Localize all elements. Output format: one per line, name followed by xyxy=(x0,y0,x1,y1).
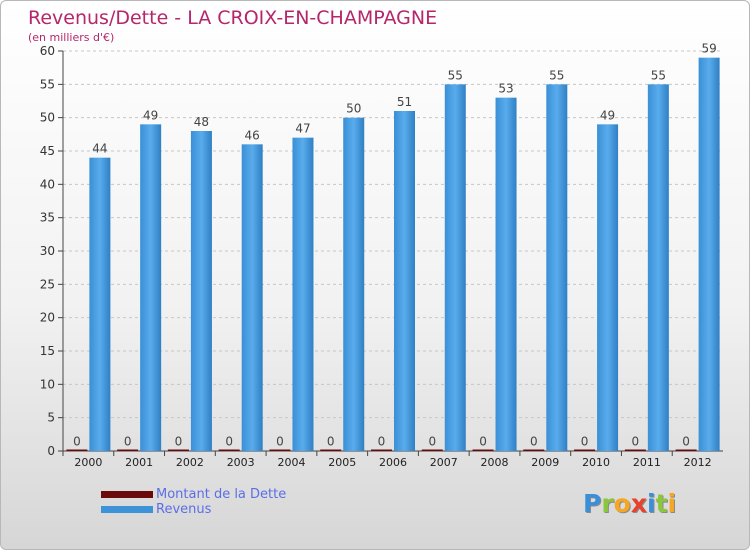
data-label-revenue: 53 xyxy=(498,82,513,96)
y-tick-label: 55 xyxy=(40,77,55,91)
data-label-debt: 0 xyxy=(378,435,386,449)
bar-debt xyxy=(624,449,646,451)
y-tick-label: 15 xyxy=(40,344,55,358)
y-tick-label: 0 xyxy=(47,444,55,458)
x-tick-label: 2008 xyxy=(481,456,509,469)
bar-revenue xyxy=(89,157,111,451)
x-tick-label: 2007 xyxy=(430,456,458,469)
data-label-debt: 0 xyxy=(479,435,487,449)
data-label-revenue: 46 xyxy=(245,128,260,142)
y-tick-label: 20 xyxy=(40,311,55,325)
bar-debt xyxy=(66,449,88,451)
x-tick-label: 2012 xyxy=(684,456,712,469)
bar-debt xyxy=(320,449,342,451)
bar-revenue xyxy=(495,97,517,452)
bar-revenue xyxy=(292,137,314,451)
data-label-revenue: 49 xyxy=(143,108,158,122)
x-tick-label: 2005 xyxy=(328,456,356,469)
proxiti-logo: Proxiti xyxy=(583,489,677,518)
legend-label-revenue: Revenus xyxy=(156,502,212,517)
y-tick-label: 60 xyxy=(40,44,55,58)
data-label-revenue: 47 xyxy=(295,122,310,136)
y-tick-label: 10 xyxy=(40,377,55,391)
data-label-debt: 0 xyxy=(632,435,640,449)
legend-label-debt: Montant de la Dette xyxy=(156,487,287,502)
data-label-revenue: 49 xyxy=(600,108,615,122)
bar-debt xyxy=(574,449,596,451)
bar-debt xyxy=(371,449,392,451)
data-label-revenue: 55 xyxy=(651,68,666,82)
x-tick-label: 2000 xyxy=(74,456,102,469)
bar-debt xyxy=(167,449,189,451)
data-label-debt: 0 xyxy=(276,435,284,449)
data-label-debt: 0 xyxy=(175,435,183,449)
bar-revenue xyxy=(647,84,669,451)
bar-debt xyxy=(269,449,291,451)
bar-revenue xyxy=(241,144,263,452)
data-label-debt: 0 xyxy=(225,435,233,449)
bar-revenue xyxy=(140,124,162,451)
data-label-revenue: 59 xyxy=(701,42,716,56)
bar-revenue xyxy=(444,84,466,451)
bar-revenue xyxy=(394,111,415,451)
data-label-debt: 0 xyxy=(327,435,335,449)
data-label-debt: 0 xyxy=(682,435,690,449)
data-label-debt: 0 xyxy=(124,435,132,449)
bar-debt xyxy=(472,449,494,451)
bar-debt xyxy=(675,449,697,451)
y-tick-label: 50 xyxy=(40,111,55,125)
data-label-revenue: 51 xyxy=(397,95,412,109)
x-tick-label: 2002 xyxy=(176,456,204,469)
y-tick-label: 45 xyxy=(40,144,55,158)
x-tick-label: 2006 xyxy=(379,456,407,469)
bar-revenue xyxy=(190,131,212,451)
data-label-debt: 0 xyxy=(581,435,589,449)
x-tick-label: 2001 xyxy=(125,456,153,469)
bar-revenue xyxy=(597,124,619,451)
x-tick-label: 2010 xyxy=(582,456,610,469)
y-tick-label: 40 xyxy=(40,177,55,191)
bar-revenue xyxy=(546,84,568,451)
chart-title: Revenus/Dette - LA CROIX-EN-CHAMPAGNE xyxy=(28,7,438,29)
y-tick-label: 35 xyxy=(40,211,55,225)
data-label-revenue: 44 xyxy=(92,142,107,156)
bar-debt xyxy=(523,449,545,451)
x-tick-label: 2003 xyxy=(227,456,255,469)
data-label-revenue: 55 xyxy=(549,68,564,82)
x-tick-label: 2011 xyxy=(633,456,661,469)
legend-swatch-revenue xyxy=(101,506,153,513)
bar-debt xyxy=(218,449,240,451)
chart-subtitle: (en milliers d'€) xyxy=(28,31,115,44)
data-label-debt: 0 xyxy=(428,435,436,449)
y-tick-label: 25 xyxy=(40,277,55,291)
bar-debt xyxy=(421,449,443,451)
data-label-debt: 0 xyxy=(73,435,81,449)
y-tick-label: 5 xyxy=(47,411,55,425)
legend-swatch-debt xyxy=(101,491,153,498)
bar-revenue xyxy=(343,117,365,452)
data-label-debt: 0 xyxy=(530,435,538,449)
data-label-revenue: 48 xyxy=(194,115,209,129)
bar-debt xyxy=(117,449,139,451)
y-tick-label: 30 xyxy=(40,244,55,258)
x-tick-label: 2009 xyxy=(531,456,559,469)
x-tick-label: 2004 xyxy=(277,456,305,469)
data-label-revenue: 50 xyxy=(346,102,361,116)
bar-revenue xyxy=(698,57,720,452)
data-label-revenue: 55 xyxy=(448,68,463,82)
